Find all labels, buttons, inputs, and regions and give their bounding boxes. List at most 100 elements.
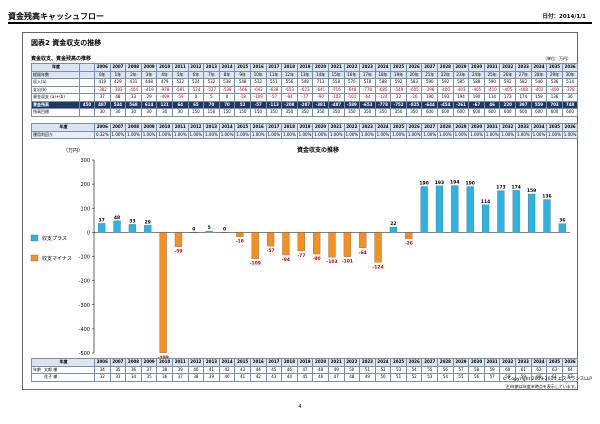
bar — [405, 232, 413, 239]
bar — [98, 223, 106, 233]
year-cell: 2022 — [343, 123, 361, 132]
data-label: 190 — [419, 181, 428, 187]
document-title: 資金残高キャッシュフロー — [8, 12, 104, 21]
year-cell: 2028 — [437, 63, 454, 72]
data-label: 22 — [390, 221, 396, 227]
year-cell: 2014 — [218, 123, 236, 132]
data-label: 190 — [465, 181, 474, 187]
age-table: 年度 2006 2007 2008 2009 2010 2011 2012 2013 2014 20… — [31, 358, 578, 390]
year-cell: 2009 — [140, 63, 158, 72]
value-cell: -378 — [561, 85, 579, 94]
value-cell: 174 — [515, 93, 532, 102]
data-label: -59 — [174, 249, 182, 255]
value-cell: -90 — [312, 93, 329, 102]
data-label: 48 — [114, 215, 120, 221]
year-cell: 2014 — [218, 358, 236, 367]
value-cell: 583 — [405, 78, 423, 87]
value-cell: -524 — [187, 85, 205, 94]
age-cell: 30年 — [561, 70, 579, 79]
year-cell: 2032 — [499, 358, 517, 367]
value-cell: 600 — [452, 108, 470, 117]
year-cell: 2013 — [203, 63, 220, 72]
value-cell: 30 — [156, 108, 173, 117]
value-cell: 431 — [125, 78, 142, 87]
value-cell: 429 — [109, 78, 127, 87]
value-cell: 190 — [421, 93, 439, 102]
person-name: 花子 様 — [44, 374, 58, 379]
year-cell: 2015 — [234, 63, 251, 72]
value-cell: 46 — [281, 365, 298, 374]
rate-cell: 1.00% — [171, 130, 189, 139]
balance-cell: 46 — [483, 100, 501, 109]
year-cell: 2018 — [281, 358, 298, 367]
value-cell: 556 — [281, 78, 298, 87]
age-cell: 23年 — [452, 70, 470, 79]
data-label: -103 — [326, 259, 337, 265]
y-axis-label: （万円） — [63, 148, 83, 154]
bar — [159, 232, 167, 353]
year-cell: 2010 — [156, 123, 173, 132]
year-cell: 2029 — [452, 63, 470, 72]
value-cell: 56 — [437, 365, 454, 374]
year-cell: 2034 — [530, 123, 548, 132]
year-cell: 2030 — [468, 358, 485, 367]
value-cell: -642 — [249, 85, 267, 94]
age-cell: 10年 — [249, 70, 267, 79]
year-cell: 2019 — [296, 123, 314, 132]
value-cell: 551 — [265, 78, 283, 87]
value-cell: 48 — [343, 373, 361, 382]
age-cell: 0年 — [94, 70, 111, 79]
balance-cell: 748 — [561, 100, 579, 109]
data-label: -90 — [313, 256, 321, 262]
year-cell: 2016 — [249, 63, 267, 72]
value-cell: -402 — [530, 85, 548, 94]
value-cell: 36 — [561, 93, 579, 102]
value-cell: 46 — [312, 373, 329, 382]
age-cell: 25年 — [483, 70, 501, 79]
value-cell: 51 — [359, 365, 376, 374]
value-cell: 57 — [483, 373, 501, 382]
value-cell: 592 — [390, 78, 407, 87]
value-cell: 590 — [421, 78, 439, 87]
person-name: 太郎 様 — [44, 366, 58, 372]
value-cell: 38 — [156, 365, 173, 374]
age-cell: 29年 — [546, 70, 563, 79]
age-group-label: 年齢 — [33, 366, 41, 372]
y-tick-label: -400 — [79, 327, 90, 333]
row-label: 資金収支 (a)+(b) — [31, 93, 80, 102]
cashflow-bar-chart: 資金収支の推移 （万円） 300 200 100 0 -100 -200 -300 -400 -50… — [30, 146, 570, 358]
year-cell: 2006 — [94, 358, 111, 367]
value-cell: 35 — [140, 373, 158, 382]
age-cell: 28年 — [530, 70, 548, 79]
age-cell: 27年 — [515, 70, 532, 79]
bar — [528, 193, 536, 233]
year-cell: 2008 — [125, 63, 142, 72]
value-cell: 59 — [483, 365, 501, 374]
year-cell: 2015 — [234, 123, 251, 132]
value-cell: 522 — [171, 78, 189, 87]
year-cell: 2032 — [499, 123, 517, 132]
balance-cell: -57 — [249, 100, 267, 109]
balance-cell: 534 — [109, 100, 127, 109]
age-cell: 21年 — [421, 70, 439, 79]
value-cell: 350 — [281, 108, 298, 117]
header-rule — [8, 22, 592, 24]
year-cell: 2019 — [296, 358, 314, 367]
value-cell: 52 — [405, 373, 423, 382]
value-cell: 42 — [249, 373, 267, 382]
year-cell: 2023 — [359, 123, 376, 132]
age-cell: 13年 — [296, 70, 314, 79]
age-cell: 9年 — [234, 70, 251, 79]
value-cell: -18 — [234, 93, 251, 102]
value-cell: 600 — [561, 108, 579, 117]
value-cell: -57 — [265, 93, 283, 102]
value-cell: -94 — [281, 93, 298, 102]
value-cell: -549 — [390, 85, 407, 94]
row-label: 年度 — [31, 358, 95, 367]
rate-cell: 1.00% — [499, 130, 517, 139]
year-cell: 2008 — [125, 358, 142, 367]
year-cell: 2033 — [515, 358, 532, 367]
value-cell: -410 — [483, 85, 501, 94]
rate-cell: 1.00% — [218, 130, 236, 139]
balance-row: 資金残高 450 487 534 568 614 121 64 65 70 70 52 -57 -113-… — [31, 100, 579, 109]
